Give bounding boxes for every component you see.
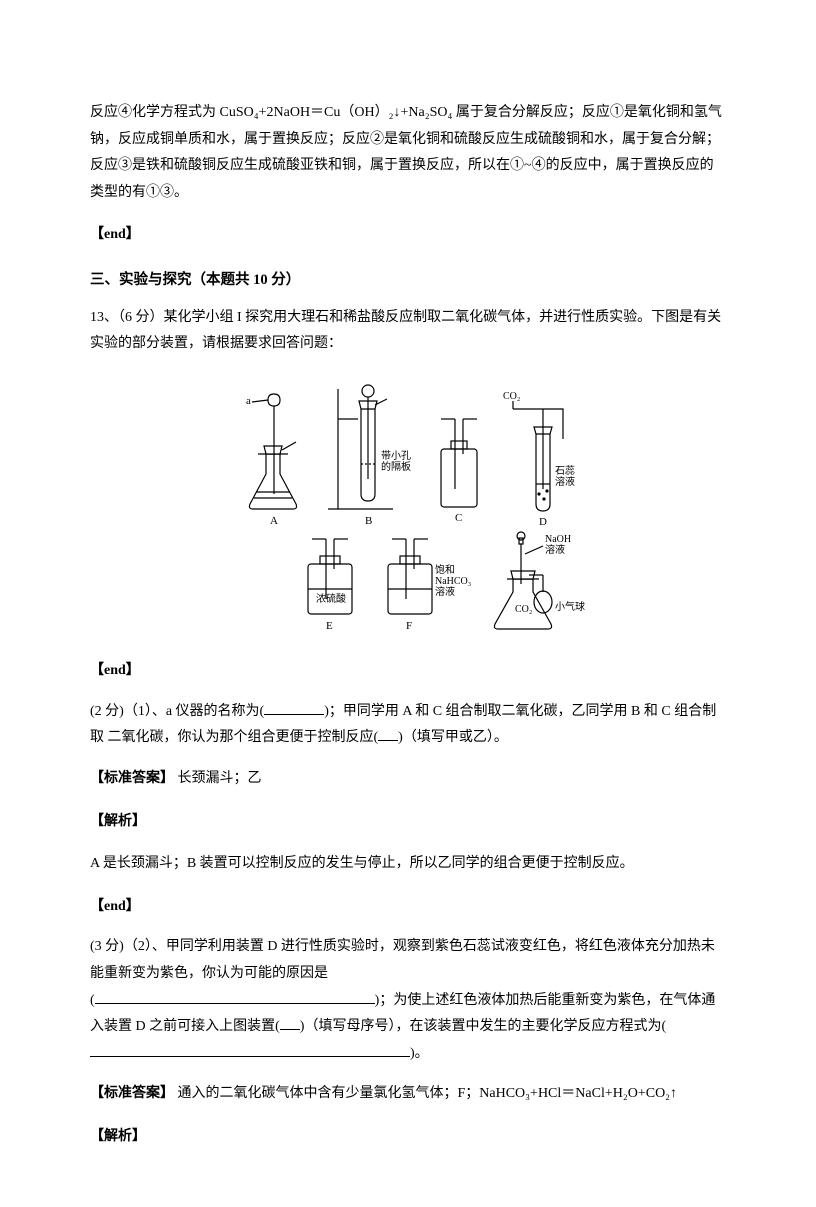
q13-sub1: (2 分)（1）、a 仪器的名称为()；甲同学用 A 和 C 组合制取二氧化碳，… xyxy=(90,699,726,752)
end-marker-1: 【end】 xyxy=(90,222,726,249)
label-F: F xyxy=(406,620,412,632)
label-balloon: 小气球 xyxy=(555,600,585,613)
label-B: B xyxy=(365,515,372,527)
label-D: D xyxy=(539,516,547,528)
label-co2-g: CO₂ xyxy=(515,604,532,615)
blank-instrument-name[interactable] xyxy=(264,701,324,715)
sub2-mid3: )（填写母序号），在该装置中发生的主要化学反应方程式为( xyxy=(300,1019,666,1034)
answer-label-1: 【标准答案】 xyxy=(90,771,174,786)
blank-equation[interactable] xyxy=(90,1043,410,1057)
jiexi-1-text: A 是长颈漏斗；B 装置可以控制反应的发生与停止，所以乙同学的组合更便于控制反应… xyxy=(90,851,726,878)
jiexi-label-2: 【解析】 xyxy=(90,1124,726,1151)
jiexi-label-1: 【解析】 xyxy=(90,809,726,836)
end-marker-3: 【end】 xyxy=(90,894,726,921)
label-naoh: NaOH溶液 xyxy=(545,534,571,556)
label-A: A xyxy=(270,515,278,527)
answer-2-text: 通入的二氧化碳气体中含有少量氯化氢气体；F；NaHCO₃+HCl＝NaCl+H₂… xyxy=(174,1086,677,1101)
blank-which-group[interactable] xyxy=(378,727,398,741)
answer-1-text: 长颈漏斗；乙 xyxy=(174,771,262,786)
sub2-prefix: (3 分)（2）、甲同学利用装置 D 进行性质实验时，观察到紫色石蕊试液变红色，… xyxy=(90,939,715,981)
blank-reason[interactable] xyxy=(95,990,375,1004)
label-litmus: 石蕊溶液 xyxy=(555,465,575,488)
end-marker-2: 【end】 xyxy=(90,658,726,685)
answer-label-2: 【标准答案】 xyxy=(90,1086,174,1101)
label-co2: CO₂ xyxy=(503,391,520,402)
blank-device-letter[interactable] xyxy=(280,1016,300,1030)
q13-intro: 13、（6 分）某化学小组 I 探究用大理石和稀盐酸反应制取二氧化碳气体，并进行… xyxy=(90,305,726,358)
sub1-suffix: )（填写甲或乙）。 xyxy=(398,730,508,745)
q13-sub2: (3 分)（2）、甲同学利用装置 D 进行性质实验时，观察到紫色石蕊试液变红色，… xyxy=(90,934,726,1067)
label-band: 带小孔的隔板 xyxy=(381,450,411,473)
label-h2so4: 浓硫酸 xyxy=(316,592,346,605)
apparatus-figure: a A 带小孔的隔板 B xyxy=(90,374,726,645)
answer-2: 【标准答案】 通入的二氧化碳气体中含有少量氯化氢气体；F；NaHCO₃+HCl＝… xyxy=(90,1081,726,1108)
label-C: C xyxy=(455,512,462,524)
label-E: E xyxy=(326,620,333,632)
sub2-suffix: )。 xyxy=(410,1046,429,1061)
section-3-header: 三、实验与探究（本题共 10 分） xyxy=(90,267,726,295)
label-nahco3: 饱和NaHCO₃溶液 xyxy=(435,564,471,598)
sub1-prefix: (2 分)（1）、a 仪器的名称为( xyxy=(90,704,264,719)
label-a: a xyxy=(246,395,251,407)
paragraph-reaction-analysis: 反应④化学方程式为 CuSO₄+2NaOH＝Cu（OH）₂↓+Na₂SO₄ 属于… xyxy=(90,100,726,206)
answer-1: 【标准答案】 长颈漏斗；乙 xyxy=(90,766,726,793)
